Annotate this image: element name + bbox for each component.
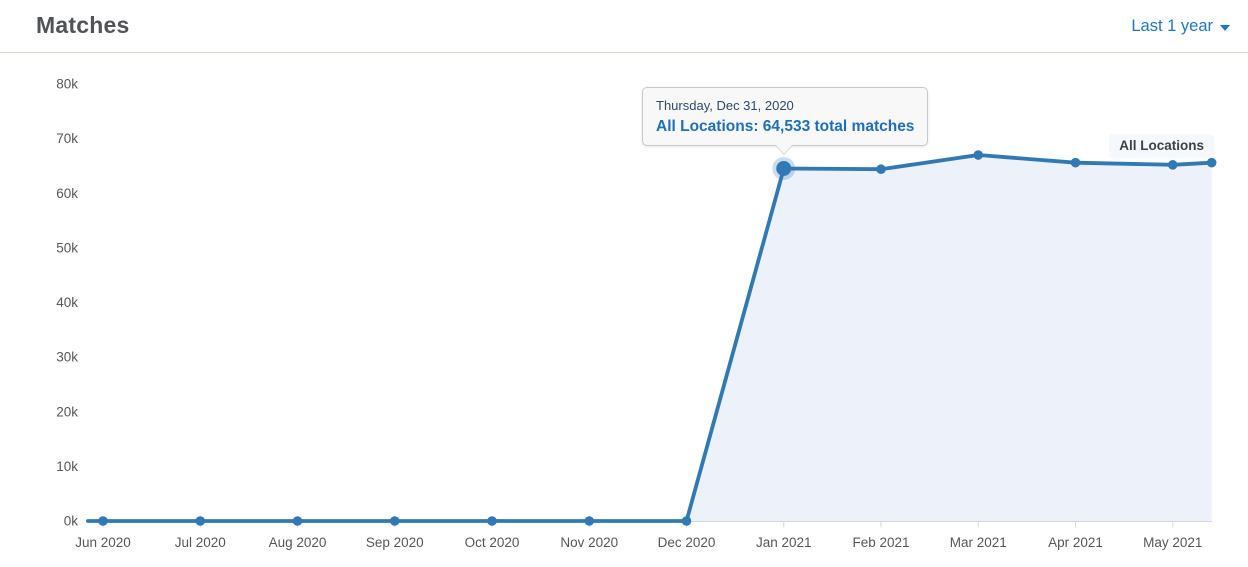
y-axis-label: 70k — [56, 131, 78, 146]
y-axis-label: 30k — [56, 350, 78, 365]
x-axis-label: May 2021 — [1143, 535, 1202, 550]
data-point-marker[interactable] — [389, 516, 400, 526]
x-axis-label: Apr 2021 — [1048, 535, 1103, 550]
series-area — [87, 155, 1212, 521]
data-point-marker[interactable] — [195, 516, 206, 526]
series-line — [86, 153, 1214, 523]
tooltip-separator: : — [753, 118, 763, 135]
x-axis-label: Oct 2020 — [465, 535, 520, 550]
data-point-marker[interactable] — [292, 516, 303, 526]
y-axis-label: 80k — [56, 77, 78, 92]
tooltip-series-name: All Locations — [656, 118, 754, 135]
header-divider — [0, 52, 1248, 53]
tooltip-value-text: 64,533 total matches — [762, 118, 915, 135]
date-range-selector[interactable]: Last 1 year — [1131, 17, 1230, 36]
x-axis-label: Sep 2020 — [366, 535, 424, 550]
data-point-marker-active[interactable] — [776, 160, 792, 176]
x-axis-label: Nov 2020 — [560, 535, 618, 550]
data-point-marker[interactable] — [98, 516, 108, 526]
y-axis-label: 60k — [56, 186, 78, 201]
data-point-marker[interactable] — [681, 516, 692, 526]
y-axis-label: 10k — [56, 459, 78, 474]
data-point-marker[interactable] — [1167, 160, 1178, 170]
chart-tooltip: Thursday, Dec 31, 2020 All Locations: 64… — [642, 87, 929, 155]
y-axis-label: 50k — [56, 240, 78, 255]
page-title: Matches — [36, 12, 130, 38]
data-point-marker[interactable] — [1206, 157, 1217, 168]
chevron-down-icon — [1220, 24, 1230, 31]
x-axis-label: Feb 2021 — [852, 535, 909, 550]
data-point-marker[interactable] — [584, 516, 595, 526]
x-axis-label: Jan 2021 — [756, 535, 812, 550]
x-axis-label: Dec 2020 — [658, 535, 716, 550]
x-axis-label: Mar 2021 — [950, 535, 1007, 550]
y-axis-label: 0k — [64, 514, 79, 529]
date-range-label: Last 1 year — [1131, 17, 1213, 35]
tooltip-date: Thursday, Dec 31, 2020 — [656, 98, 794, 113]
y-axis-label: 20k — [56, 404, 78, 419]
series-label: All Locations — [1109, 134, 1214, 158]
x-axis-label: Jul 2020 — [175, 535, 226, 550]
y-axis-label: 40k — [56, 295, 78, 310]
data-point-marker[interactable] — [487, 516, 497, 526]
data-point-marker[interactable] — [973, 150, 984, 160]
data-point-marker[interactable] — [1070, 157, 1081, 168]
x-axis-label: Aug 2020 — [269, 535, 327, 550]
x-axis-label: Jun 2020 — [75, 535, 131, 550]
data-point-marker[interactable] — [876, 164, 886, 175]
tooltip-value: All Locations: 64,533 total matches — [656, 118, 914, 136]
